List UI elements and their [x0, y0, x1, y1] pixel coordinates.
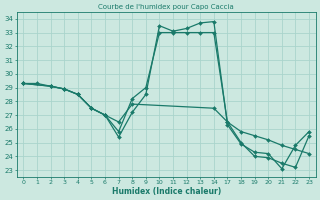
X-axis label: Humidex (Indice chaleur): Humidex (Indice chaleur) — [112, 187, 221, 196]
Title: Courbe de l'humidex pour Capo Caccia: Courbe de l'humidex pour Capo Caccia — [98, 4, 234, 10]
